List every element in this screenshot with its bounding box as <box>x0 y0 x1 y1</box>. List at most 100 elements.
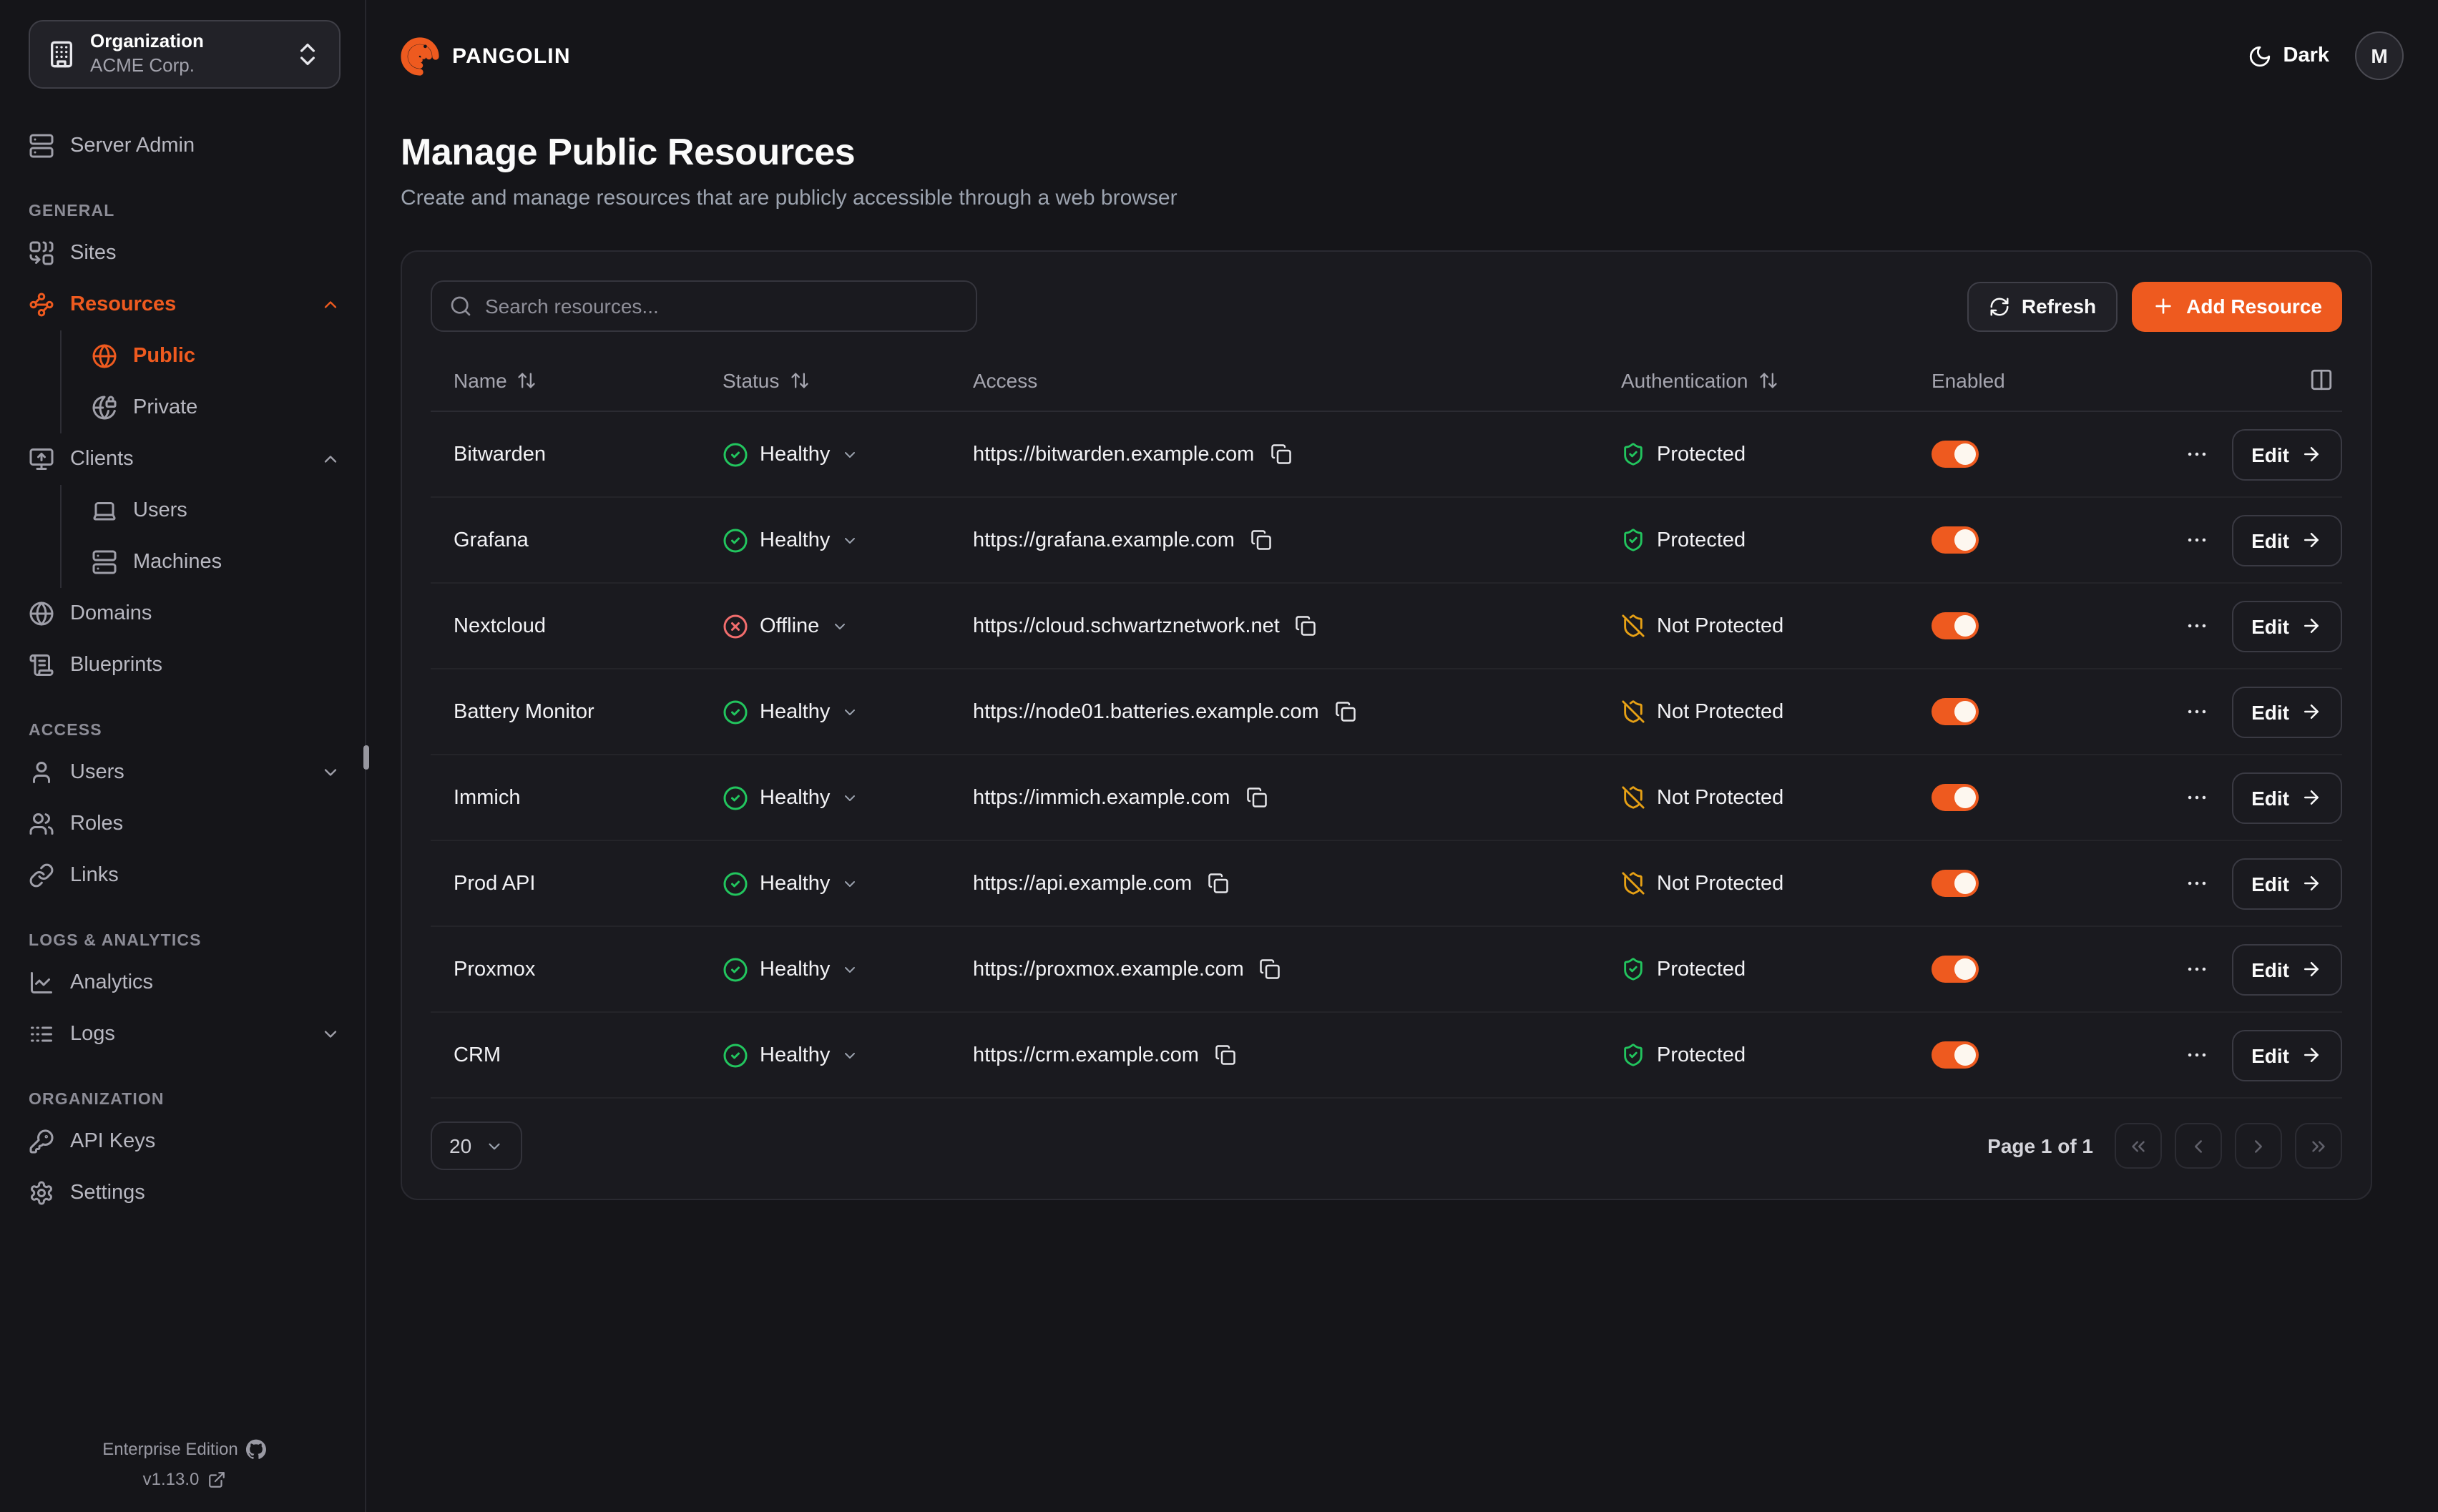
enabled-toggle[interactable] <box>1932 612 1979 639</box>
edit-button[interactable]: Edit <box>2231 428 2342 480</box>
row-menu-button[interactable] <box>2177 434 2217 474</box>
last-page-button[interactable] <box>2295 1123 2342 1169</box>
globe-lock-icon <box>92 395 117 421</box>
sidebar-item-settings[interactable]: Settings <box>29 1167 341 1219</box>
enabled-toggle[interactable] <box>1932 698 1979 725</box>
shield-off-icon <box>1621 699 1645 724</box>
row-menu-button[interactable] <box>2177 520 2217 560</box>
copy-url-button[interactable] <box>1265 439 1296 469</box>
github-icon[interactable] <box>246 1439 267 1459</box>
copy-url-button[interactable] <box>1210 1040 1240 1070</box>
edit-button[interactable]: Edit <box>2231 686 2342 737</box>
sidebar-item-machines[interactable]: Machines <box>92 536 341 588</box>
topbar-right: Dark M <box>2248 31 2404 80</box>
cell-name: Grafana <box>431 529 700 551</box>
sidebar-item-blueprints[interactable]: Blueprints <box>29 639 341 691</box>
sidebar-item-label: Resources <box>70 293 177 316</box>
row-menu-button[interactable] <box>2177 863 2217 903</box>
arrow-right-icon <box>2301 958 2322 980</box>
copy-url-button[interactable] <box>1255 954 1286 984</box>
chevron-down-icon[interactable] <box>841 875 858 892</box>
shield-check-icon <box>1621 957 1645 981</box>
cell-status: Healthy <box>700 699 950 725</box>
sort-icon <box>789 370 809 390</box>
cell-status: Healthy <box>700 441 950 467</box>
copy-icon <box>1335 701 1356 722</box>
edit-button[interactable]: Edit <box>2231 772 2342 823</box>
status-label: Healthy <box>760 786 831 809</box>
refresh-button[interactable]: Refresh <box>1967 281 2118 331</box>
column-header-authentication[interactable]: Authentication <box>1598 368 1909 391</box>
sidebar-item-logs[interactable]: Logs <box>29 1008 341 1060</box>
cell-status: Offline <box>700 613 950 639</box>
sidebar-item-api-keys[interactable]: API Keys <box>29 1116 341 1167</box>
row-menu-button[interactable] <box>2177 1035 2217 1075</box>
copy-url-button[interactable] <box>1291 611 1321 641</box>
column-header-name[interactable]: Name <box>431 368 700 391</box>
arrow-right-icon <box>2301 1044 2322 1066</box>
row-menu-button[interactable] <box>2177 949 2217 989</box>
sidebar-item-public[interactable]: Public <box>92 330 341 382</box>
chevron-down-icon[interactable] <box>841 703 858 720</box>
copy-icon <box>1270 443 1291 465</box>
edit-button[interactable]: Edit <box>2231 514 2342 566</box>
chevron-down-icon[interactable] <box>841 961 858 978</box>
row-menu-button[interactable] <box>2177 606 2217 646</box>
enabled-toggle[interactable] <box>1932 1041 1979 1069</box>
external-link-icon[interactable] <box>207 1470 226 1488</box>
edit-label: Edit <box>2251 443 2289 466</box>
edit-button[interactable]: Edit <box>2231 600 2342 652</box>
edit-button[interactable]: Edit <box>2231 858 2342 909</box>
sidebar-section-access: ACCESS <box>29 722 102 740</box>
edition-line: Enterprise Edition <box>102 1439 267 1459</box>
enabled-toggle[interactable] <box>1932 441 1979 468</box>
sidebar-item-server-admin[interactable]: Server Admin <box>29 120 341 172</box>
organization-selector[interactable]: Organization ACME Corp. <box>29 20 341 89</box>
chevron-down-icon[interactable] <box>841 531 858 549</box>
theme-toggle-button[interactable]: Dark <box>2248 44 2329 68</box>
sidebar-item-users[interactable]: Users <box>92 485 341 536</box>
add-resource-button[interactable]: Add Resource <box>2132 281 2342 331</box>
sidebar-item-label: API Keys <box>70 1130 156 1153</box>
arrow-right-icon <box>2301 615 2322 637</box>
sidebar-item-domains[interactable]: Domains <box>29 588 341 639</box>
copy-url-button[interactable] <box>1331 697 1361 727</box>
sidebar-item-users[interactable]: Users <box>29 747 341 798</box>
edit-button[interactable]: Edit <box>2231 943 2342 995</box>
sidebar-item-roles[interactable]: Roles <box>29 798 341 850</box>
sidebar-item-analytics[interactable]: Analytics <box>29 957 341 1008</box>
first-page-button[interactable] <box>2115 1123 2162 1169</box>
row-menu-button[interactable] <box>2177 692 2217 732</box>
table-row: Grafana Healthy https://grafana.example.co… <box>431 498 2342 584</box>
columns-layout-button[interactable] <box>2309 368 2334 392</box>
sidebar-item-resources[interactable]: Resources <box>29 279 341 330</box>
circle-check-icon <box>723 870 748 896</box>
enabled-toggle[interactable] <box>1932 526 1979 554</box>
column-header-status[interactable]: Status <box>700 368 950 391</box>
next-page-button[interactable] <box>2235 1123 2282 1169</box>
previous-page-button[interactable] <box>2175 1123 2222 1169</box>
enabled-toggle[interactable] <box>1932 956 1979 983</box>
chevron-down-icon[interactable] <box>831 617 848 634</box>
cell-status: Healthy <box>700 870 950 896</box>
auth-label: Not Protected <box>1657 614 1784 637</box>
sidebar-item-links[interactable]: Links <box>29 850 341 901</box>
sidebar-resize-handle[interactable] <box>363 745 369 770</box>
chevron-down-icon[interactable] <box>841 446 858 463</box>
sidebar-item-clients[interactable]: Clients <box>29 433 341 485</box>
sidebar-item-private[interactable]: Private <box>92 382 341 433</box>
chevron-down-icon[interactable] <box>841 789 858 806</box>
chevron-down-icon[interactable] <box>841 1046 858 1064</box>
enabled-toggle[interactable] <box>1932 870 1979 897</box>
copy-url-button[interactable] <box>1203 868 1233 898</box>
edit-button[interactable]: Edit <box>2231 1029 2342 1081</box>
cell-enabled <box>1909 1041 2069 1069</box>
copy-url-button[interactable] <box>1241 782 1271 813</box>
row-menu-button[interactable] <box>2177 777 2217 818</box>
enabled-toggle[interactable] <box>1932 784 1979 811</box>
page-size-select[interactable]: 20 <box>431 1121 522 1170</box>
copy-url-button[interactable] <box>1246 525 1276 555</box>
search-input[interactable] <box>485 295 959 318</box>
sidebar-item-sites[interactable]: Sites <box>29 227 341 279</box>
avatar[interactable]: M <box>2355 31 2404 80</box>
